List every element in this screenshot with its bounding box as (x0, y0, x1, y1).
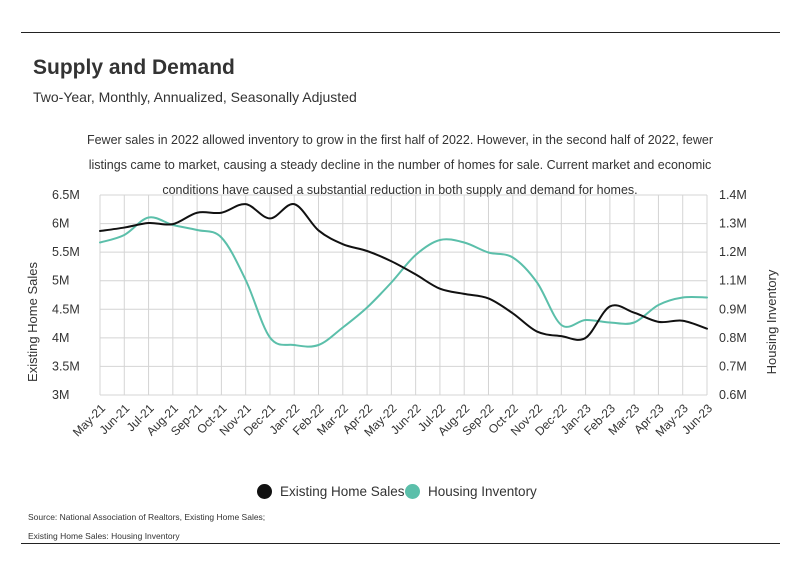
legend-label: Housing Inventory (428, 484, 537, 499)
y-axis-title-left: Existing Home Sales (25, 262, 40, 382)
chart-title: Supply and Demand (33, 56, 235, 79)
y-tick-label-left: 5.5M (52, 245, 80, 259)
y-axis-title-right: Housing Inventory (764, 269, 779, 374)
y-tick-label-left: 4.5M (52, 302, 80, 316)
source-note: Existing Home Sales: Housing Inventory (28, 531, 180, 541)
description-line: listings came to market, causing a stead… (88, 158, 712, 172)
chart-legend: Existing Home Sales Housing Inventory (0, 484, 801, 506)
y-tick-label-left: 3M (52, 388, 69, 402)
legend-item-inventory[interactable]: Housing Inventory (405, 484, 537, 499)
y-tick-label-right: 1.3M (719, 217, 747, 231)
y-tick-label-right: 1.2M (719, 245, 747, 259)
bottom-rule (21, 543, 780, 544)
y-tick-label-right: 1.1M (719, 274, 747, 288)
series-line-housing-inventory (99, 216, 708, 348)
description-line: conditions have caused a substantial red… (162, 183, 638, 197)
legend-label: Existing Home Sales (280, 484, 405, 499)
source-note: Source: National Association of Realtors… (28, 512, 266, 522)
y-tick-label-right: 0.8M (719, 331, 747, 345)
series-line-existing-home-sales (99, 203, 708, 341)
y-tick-label-left: 6M (52, 217, 69, 231)
y-tick-label-left: 6.5M (52, 188, 80, 202)
chart-subtitle: Two-Year, Monthly, Annualized, Seasonall… (33, 89, 357, 105)
chart-description: Fewer sales in 2022 allowed inventory to… (72, 128, 728, 203)
legend-swatch-sales (257, 484, 272, 499)
y-tick-label-right: 1.4M (719, 188, 747, 202)
top-rule (21, 32, 780, 33)
description-line: Fewer sales in 2022 allowed inventory to… (86, 133, 714, 147)
legend-item-sales[interactable]: Existing Home Sales (257, 484, 405, 499)
y-tick-label-right: 0.7M (719, 359, 747, 373)
legend-swatch-inventory (405, 484, 420, 499)
y-tick-label-right: 0.9M (719, 302, 747, 316)
y-tick-label-right: 0.6M (719, 388, 747, 402)
y-tick-label-left: 3.5M (52, 359, 80, 373)
y-tick-label-left: 5M (52, 274, 69, 288)
y-tick-label-left: 4M (52, 331, 69, 345)
